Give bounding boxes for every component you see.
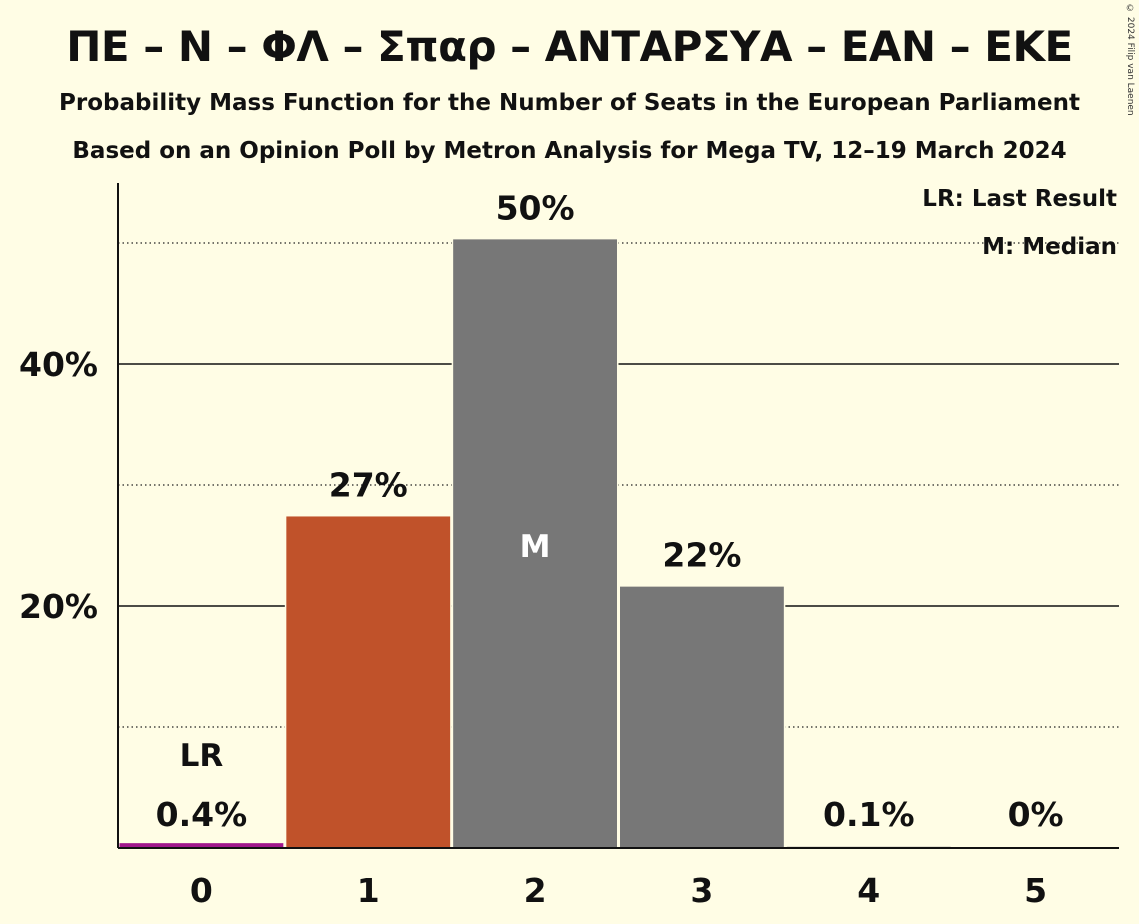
chart-title: ΠΕ – Ν – ΦΛ – Σπαρ – ΑΝΤΑΡΣΥΑ – ΕΑΝ – ΕΚ… <box>66 22 1073 71</box>
copyright-notice: © 2024 Filip van Laenen <box>1125 4 1135 116</box>
value-label-1: 27% <box>329 465 408 504</box>
y-tick-label-0: 20% <box>19 587 98 626</box>
x-tick-label-1: 1 <box>357 871 380 910</box>
bar-2 <box>453 239 617 848</box>
legend-last-result: LR: Last Result <box>922 186 1117 212</box>
chart-source: Based on an Opinion Poll by Metron Analy… <box>72 138 1067 164</box>
last-result-marker: LR <box>180 738 224 774</box>
x-tick-label-2: 2 <box>524 871 547 910</box>
value-label-2: 50% <box>496 188 575 227</box>
x-tick-label-0: 0 <box>190 871 213 910</box>
x-tick-label-3: 3 <box>690 871 713 910</box>
value-label-3: 22% <box>662 536 741 575</box>
bar-3 <box>620 586 784 848</box>
chart-subtitle: Probability Mass Function for the Number… <box>59 90 1080 116</box>
y-tick-label-1: 40% <box>19 345 98 384</box>
bar-0 <box>119 843 284 848</box>
bar-1 <box>286 516 451 848</box>
x-tick-label-4: 4 <box>857 871 880 910</box>
legend-median: M: Median <box>982 234 1117 260</box>
x-tick-label-5: 5 <box>1024 871 1047 910</box>
value-label-5: 0% <box>1008 795 1064 834</box>
median-marker: M <box>520 529 551 565</box>
value-label-4: 0.1% <box>823 795 915 834</box>
value-label-0: 0.4% <box>156 795 248 834</box>
